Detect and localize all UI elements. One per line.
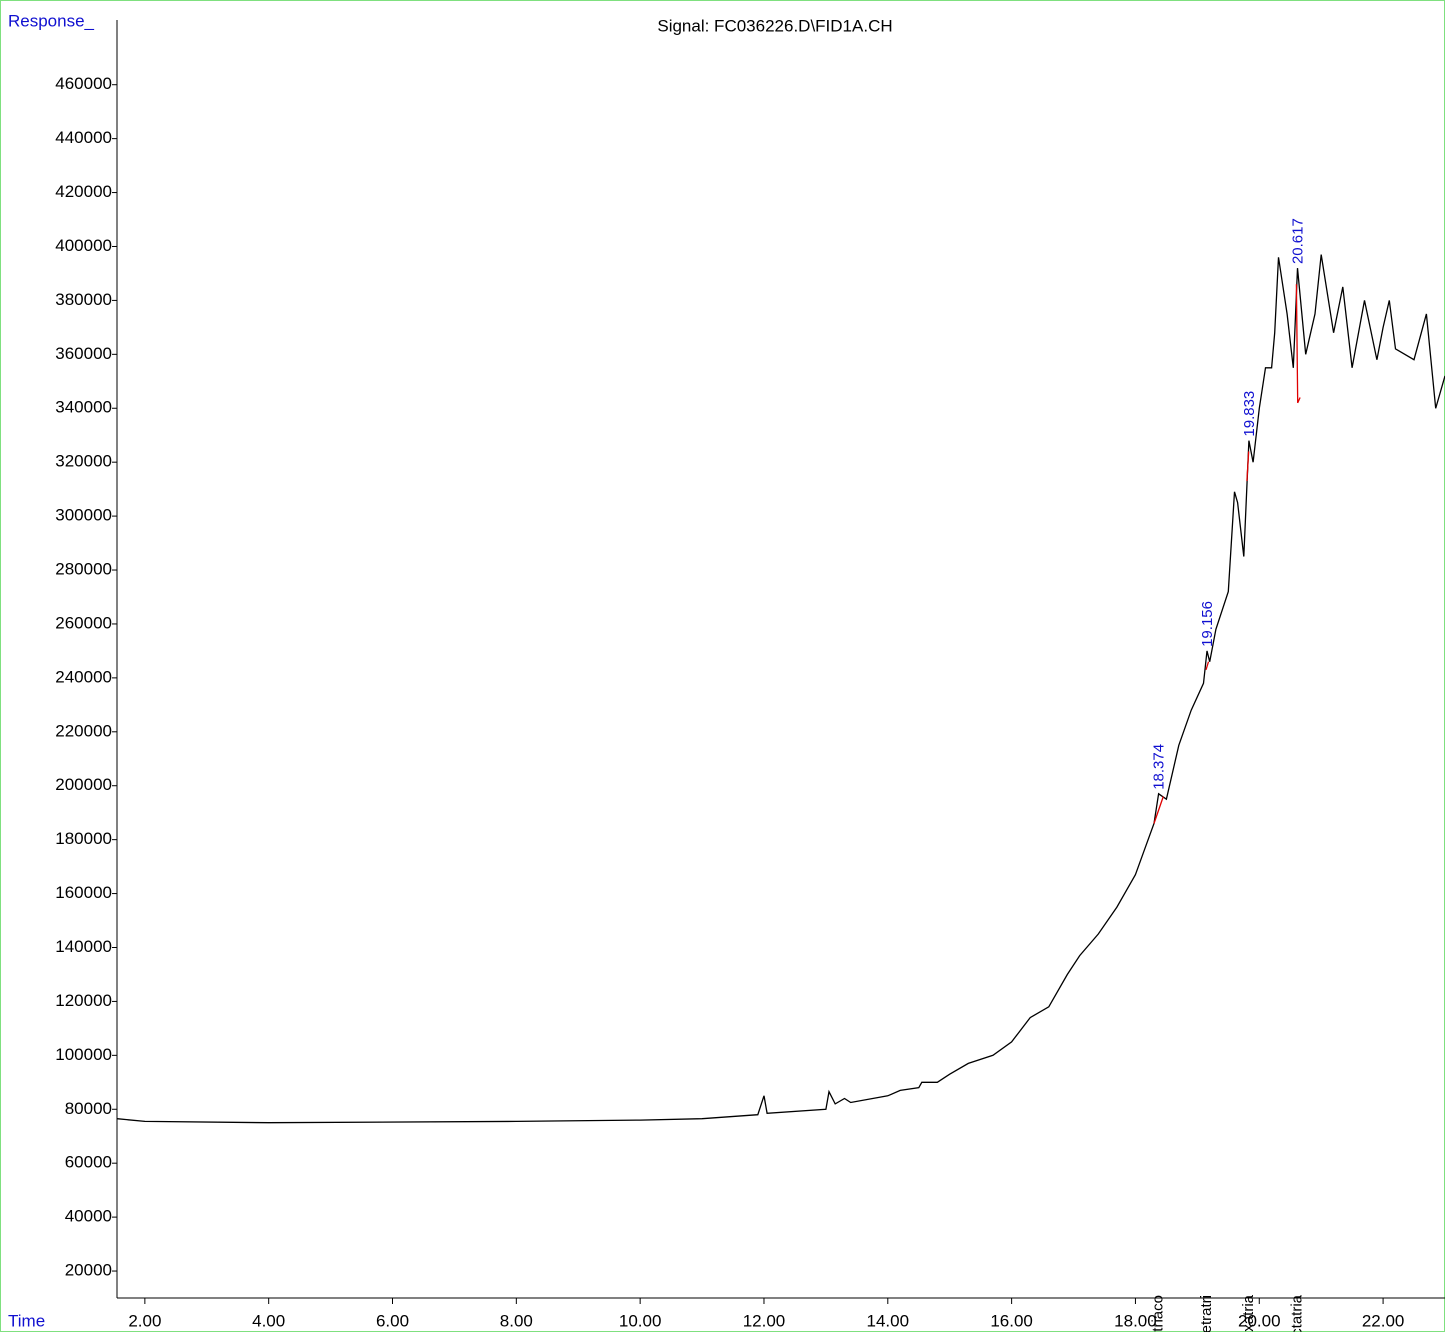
- x-tick-label: 10.00: [619, 1311, 662, 1330]
- x-tick-label: 22.00: [1362, 1311, 1405, 1330]
- y-tick-label: 220000: [55, 721, 112, 740]
- y-tick-label: 180000: [55, 829, 112, 848]
- y-tick-label: 100000: [55, 1045, 112, 1064]
- signal-trace: [116, 254, 1445, 1124]
- y-tick-label: 120000: [55, 991, 112, 1010]
- y-tick-label: 320000: [55, 452, 112, 471]
- compound-label: n-Tetratri: [1198, 1295, 1215, 1332]
- peak-label: 18.374: [1151, 744, 1168, 790]
- x-tick-label: 8.00: [500, 1311, 533, 1330]
- x-tick-label: 2.00: [128, 1311, 161, 1330]
- y-tick-label: 200000: [55, 775, 112, 794]
- x-tick-label: 18.00: [1114, 1311, 1157, 1330]
- y-tick-label: 40000: [65, 1207, 112, 1226]
- y-tick-label: 400000: [55, 236, 112, 255]
- compound-label: n-Dotriaco: [1150, 1295, 1167, 1332]
- y-tick-label: 420000: [55, 182, 112, 201]
- x-tick-label: 4.00: [252, 1311, 285, 1330]
- y-tick-label: 60000: [65, 1153, 112, 1172]
- x-axis-label: Time: [8, 1311, 45, 1330]
- y-tick-label: 160000: [55, 883, 112, 902]
- peak-label: 20.617: [1289, 218, 1306, 264]
- peak-label: 19.833: [1241, 391, 1258, 437]
- compound-label: n-Hexatria: [1240, 1294, 1257, 1332]
- integration-baseline: [1153, 796, 1164, 824]
- y-tick-label: 300000: [55, 506, 112, 525]
- y-tick-label: 260000: [55, 613, 112, 632]
- x-tick-label: 14.00: [867, 1311, 910, 1330]
- compound-label: n-Octatria: [1288, 1294, 1305, 1332]
- x-tick-label: 6.00: [376, 1311, 409, 1330]
- y-tick-label: 80000: [65, 1099, 112, 1118]
- integration-baseline: [1295, 284, 1301, 404]
- y-tick-label: 20000: [65, 1261, 112, 1280]
- y-tick-label: 140000: [55, 937, 112, 956]
- peak-label: 19.156: [1199, 601, 1216, 647]
- y-axis-label: Response_: [8, 11, 95, 30]
- x-tick-label: 16.00: [990, 1311, 1033, 1330]
- y-tick-label: 280000: [55, 560, 112, 579]
- y-tick-label: 460000: [55, 74, 112, 93]
- y-tick-label: 360000: [55, 344, 112, 363]
- x-tick-label: 12.00: [743, 1311, 786, 1330]
- x-tick-label: 20.00: [1238, 1311, 1281, 1330]
- integration-baseline: [1205, 661, 1210, 670]
- chart-title: Signal: FC036226.D\FID1A.CH: [657, 16, 892, 35]
- y-tick-label: 240000: [55, 667, 112, 686]
- y-tick-label: 440000: [55, 128, 112, 147]
- y-tick-label: 340000: [55, 398, 112, 417]
- y-tick-label: 380000: [55, 290, 112, 309]
- integration-baseline: [1246, 451, 1250, 482]
